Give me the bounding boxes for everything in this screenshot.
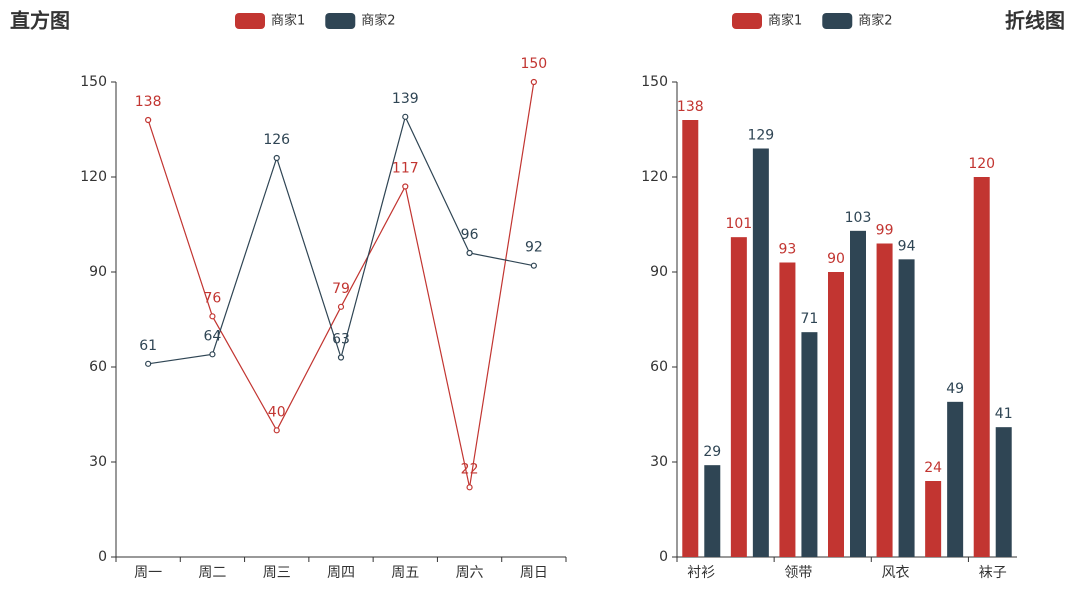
x-tick-label: 周日 [520, 565, 548, 581]
chart-title: 直方图 [10, 9, 70, 33]
point [530, 78, 537, 86]
data-label: 79 [332, 281, 350, 297]
x-tick-label: 周三 [263, 565, 291, 581]
legend-label[interactable]: 商家1 [768, 13, 802, 29]
bar [973, 177, 990, 557]
bar [995, 427, 1012, 557]
data-label: 71 [801, 311, 819, 327]
bar [801, 332, 818, 557]
data-label: 93 [779, 242, 797, 258]
data-label: 49 [946, 381, 964, 397]
bar [752, 148, 769, 557]
point [209, 313, 216, 320]
legend-swatch[interactable] [822, 13, 853, 29]
data-label: 117 [392, 161, 419, 177]
point [209, 351, 216, 358]
y-tick-label: 90 [89, 264, 107, 280]
bar [730, 237, 747, 557]
point [402, 183, 409, 190]
point [402, 113, 409, 120]
bar [947, 401, 964, 557]
data-label: 129 [747, 128, 774, 144]
data-label: 61 [139, 338, 157, 354]
x-tick-label: 周四 [327, 565, 355, 581]
bar [682, 120, 699, 557]
point [145, 116, 152, 124]
legend-label[interactable]: 商家1 [271, 13, 305, 29]
y-tick-label: 120 [641, 169, 668, 185]
point [466, 249, 473, 257]
data-label: 40 [268, 404, 286, 420]
data-label: 103 [845, 210, 872, 226]
legend-swatch[interactable] [235, 13, 265, 29]
data-label: 101 [725, 216, 752, 232]
y-tick-label: 0 [659, 549, 668, 565]
y-tick-label: 30 [650, 454, 668, 470]
data-label: 64 [204, 328, 222, 344]
x-tick-label: 周二 [198, 565, 226, 581]
y-tick-label: 120 [80, 169, 107, 185]
y-tick-label: 0 [98, 549, 107, 565]
data-label: 63 [332, 332, 350, 348]
point [145, 360, 152, 367]
point [530, 262, 537, 269]
data-label: 126 [263, 132, 290, 148]
y-tick-label: 150 [641, 74, 668, 90]
data-label: 138 [135, 94, 162, 110]
x-tick-label: 周五 [391, 565, 419, 581]
y-tick-label: 30 [89, 454, 107, 470]
bar [828, 272, 844, 557]
data-label: 120 [968, 156, 995, 172]
legend-label[interactable]: 商家2 [361, 13, 395, 29]
point [337, 354, 345, 361]
legend-swatch[interactable] [732, 13, 762, 29]
data-label: 139 [392, 91, 419, 107]
data-label: 150 [520, 56, 547, 72]
x-tick-label: 风衣 [882, 565, 910, 581]
point [466, 484, 473, 491]
x-tick-label: 领带 [784, 565, 812, 581]
bar [850, 230, 866, 558]
data-label: 24 [924, 460, 942, 476]
bar [704, 465, 721, 557]
y-tick-label: 150 [80, 74, 107, 90]
bar [876, 243, 893, 557]
data-label: 94 [898, 238, 916, 254]
data-label: 90 [827, 251, 845, 267]
bar [779, 262, 796, 557]
data-label: 41 [995, 406, 1013, 422]
y-tick-label: 90 [650, 264, 668, 280]
x-tick-label: 周六 [456, 565, 484, 581]
point [337, 303, 345, 310]
y-tick-label: 60 [89, 359, 107, 375]
x-tick-label: 衬衫 [687, 565, 715, 581]
x-tick-label: 袜子 [979, 565, 1007, 581]
legend-swatch[interactable] [325, 13, 356, 29]
chart-title: 折线图 [1005, 9, 1065, 33]
data-label: 99 [876, 223, 894, 239]
bar [925, 481, 942, 557]
data-label: 138 [677, 99, 704, 115]
data-label: 96 [461, 227, 479, 243]
point [273, 427, 280, 434]
y-tick-label: 60 [650, 359, 668, 375]
legend-label[interactable]: 商家2 [858, 13, 892, 29]
point [273, 154, 280, 162]
data-label: 29 [703, 444, 721, 460]
bar [898, 259, 915, 557]
data-label: 92 [525, 240, 543, 256]
data-label: 22 [461, 461, 479, 477]
x-tick-label: 周一 [134, 565, 162, 581]
data-label: 76 [204, 290, 222, 306]
